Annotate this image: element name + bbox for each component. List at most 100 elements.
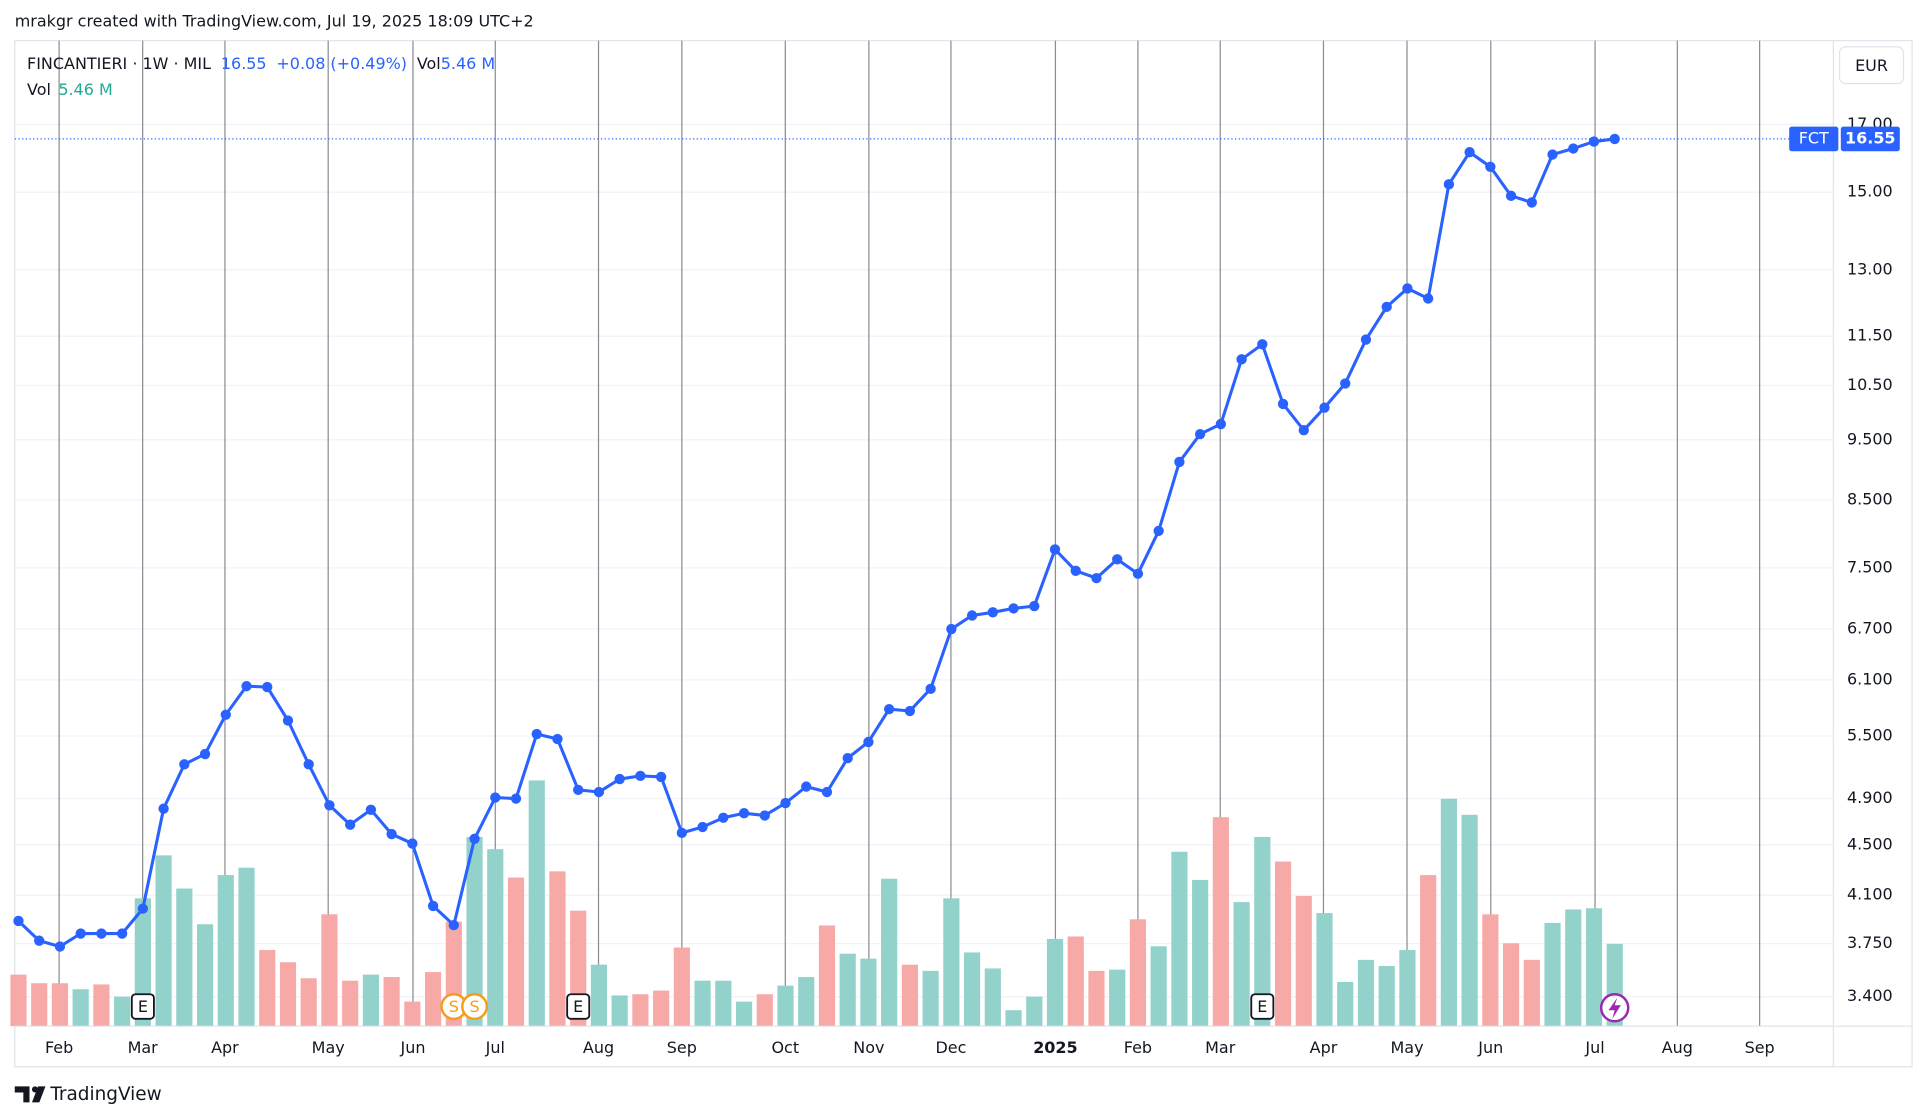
symbol-tag — [1789, 126, 1839, 152]
volume-bar — [217, 875, 234, 1027]
volume-bar — [1585, 908, 1603, 1027]
x-tick-label: Sep — [1745, 1038, 1775, 1057]
price-point — [1049, 544, 1061, 555]
event-marker — [1250, 993, 1275, 1020]
price-point — [407, 838, 418, 849]
brand-logo: TradingView — [14, 1084, 162, 1105]
y-tick-label: 13.00 — [1847, 259, 1893, 278]
volume-bar — [31, 983, 48, 1027]
legend-line: FINCANTIERI · 1W · MIL 16.55 +0.08 (+0.49%… — [27, 54, 495, 73]
volume-bar — [943, 898, 960, 1027]
price-point — [220, 709, 231, 720]
price-point — [552, 733, 563, 745]
volume-bar — [1046, 938, 1064, 1027]
y-tick-label: 8.500 — [1847, 490, 1893, 509]
volume-bar — [839, 953, 856, 1027]
price-point — [137, 903, 149, 914]
volume-bar — [1482, 914, 1499, 1027]
volume-bar — [1523, 959, 1540, 1027]
volume-bar — [984, 968, 1001, 1027]
x-tick-label: Jun — [1477, 1038, 1503, 1057]
price-point — [697, 821, 708, 833]
volume-bar — [860, 958, 877, 1027]
volume-bar — [1005, 1010, 1022, 1027]
dividend-icon[interactable] — [1599, 993, 1630, 1023]
price-point — [904, 705, 916, 717]
x-tick-label: Nov — [853, 1038, 884, 1057]
volume-bar — [632, 994, 649, 1027]
volume-bar — [93, 984, 110, 1027]
price-point — [54, 941, 66, 952]
price-point — [490, 792, 501, 803]
event-label: E — [138, 997, 148, 1016]
x-tick-label: Aug — [1662, 1038, 1693, 1057]
volume-bar — [155, 855, 172, 1027]
y-tick-label: 9.500 — [1847, 429, 1893, 448]
volume-bar — [1357, 959, 1375, 1027]
price-point — [1215, 418, 1227, 430]
y-tick-label: 11.50 — [1847, 326, 1893, 345]
volume-bar — [1440, 798, 1457, 1027]
y-tick-label: 3.400 — [1847, 986, 1893, 1005]
x-tick-label: Oct — [771, 1038, 799, 1057]
volume-bar — [1171, 851, 1188, 1027]
price-point — [13, 915, 24, 927]
volume-bar — [425, 972, 442, 1027]
price-point — [1277, 398, 1289, 410]
price-point — [1029, 600, 1040, 612]
volume-bar — [1067, 936, 1084, 1027]
volume-bar — [404, 1001, 421, 1027]
lightning-icon — [1608, 997, 1621, 1019]
price-point — [1588, 136, 1600, 147]
volume-bar — [1212, 817, 1229, 1027]
volume-bar — [1502, 943, 1520, 1027]
volume-bar — [818, 925, 836, 1027]
symbol-title: FINCANTIERI · 1W · MIL — [27, 54, 211, 73]
price-point — [116, 928, 128, 939]
event-label: E — [573, 997, 583, 1016]
x-tick-label: Mar — [1205, 1038, 1236, 1057]
price-point — [635, 770, 646, 782]
price-point — [1402, 283, 1413, 294]
price-point — [1381, 301, 1392, 313]
volume-bar — [798, 977, 815, 1027]
event-marker — [461, 993, 489, 1021]
event-label: S — [469, 997, 479, 1016]
volume-bar — [176, 888, 193, 1027]
price-point — [365, 804, 377, 815]
y-tick-label: 3.750 — [1847, 933, 1893, 952]
currency[interactable]: EUR — [1855, 56, 1888, 75]
price-point — [531, 728, 542, 740]
currency-button[interactable] — [1838, 46, 1905, 85]
y-tick-label: 4.500 — [1847, 834, 1893, 853]
price-point — [1485, 161, 1496, 172]
price-change: +0.08 (+0.49%) — [276, 54, 407, 73]
caption: mrakgr created with TradingView.com, Jul… — [15, 12, 534, 31]
volume-bar — [1274, 861, 1292, 1027]
price-point — [676, 827, 688, 839]
price-point — [966, 610, 978, 621]
price-point — [1257, 339, 1268, 350]
price-point — [179, 759, 190, 770]
volume-bar — [1088, 970, 1105, 1027]
volume-bar — [238, 867, 255, 1027]
price-point — [1547, 149, 1558, 160]
volume-bar — [528, 780, 545, 1027]
symbol-name: FCT — [1799, 128, 1829, 147]
event-label: E — [1257, 997, 1267, 1016]
price-point — [199, 748, 211, 760]
price-point — [614, 773, 625, 785]
event-marker — [566, 993, 591, 1020]
x-tick-label: Jun — [400, 1038, 426, 1057]
volume-bar — [1316, 913, 1333, 1027]
volume-bar — [901, 964, 918, 1027]
price-point — [593, 786, 605, 798]
price-point — [34, 935, 45, 946]
volume-bar — [487, 849, 504, 1027]
volume-bar — [362, 974, 379, 1027]
price-point — [1422, 293, 1434, 304]
price-point — [1319, 402, 1330, 413]
x-tick-label: 2025 — [1033, 1038, 1077, 1057]
volume-bar — [507, 877, 525, 1027]
volume-bar — [1544, 922, 1561, 1027]
